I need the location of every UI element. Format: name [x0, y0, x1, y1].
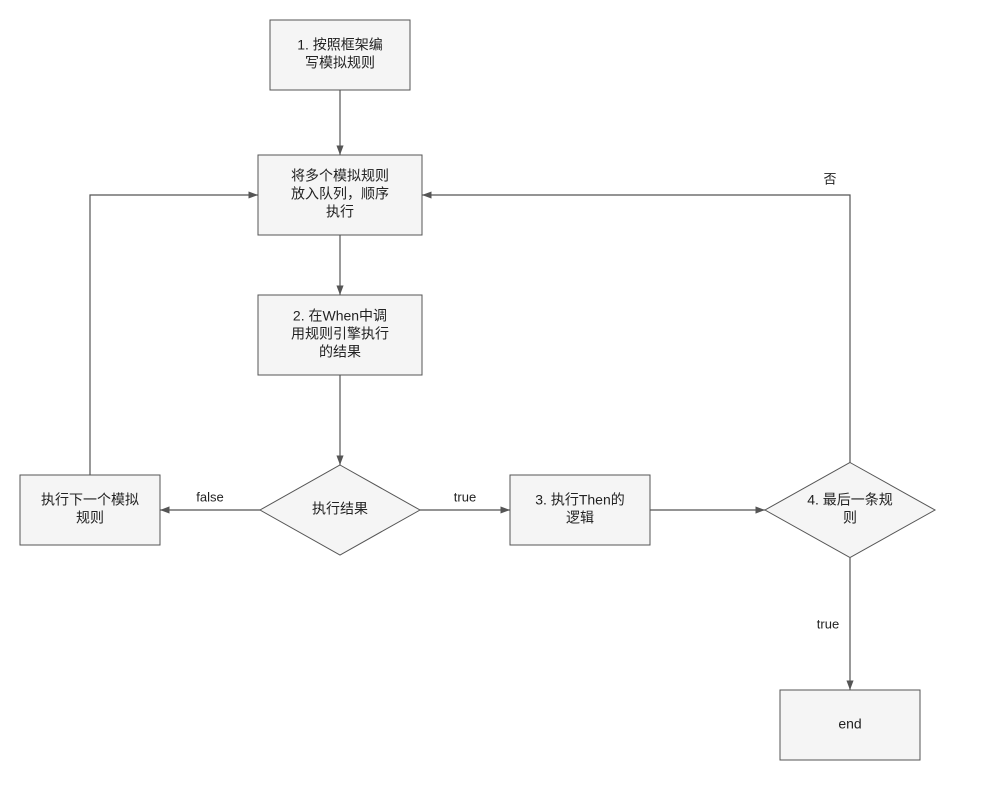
node-label: 2. 在When中调: [293, 308, 387, 324]
node-n4: 执行下一个模拟规则: [20, 475, 160, 545]
node-n5: 3. 执行Then的逻辑: [510, 475, 650, 545]
edge-label: 否: [823, 171, 836, 186]
node-label: 执行下一个模拟: [41, 492, 139, 508]
edge: [90, 195, 258, 475]
edge-label: true: [817, 616, 839, 631]
node-label: 则: [843, 510, 857, 526]
node-label: 3. 执行Then的: [535, 492, 624, 508]
node-n1: 1. 按照框架编写模拟规则: [270, 20, 410, 90]
node-label: 执行结果: [312, 501, 368, 517]
node-label: 写模拟规则: [305, 55, 375, 71]
edge-label: false: [196, 489, 223, 504]
node-label: end: [838, 716, 861, 732]
edge-label: true: [454, 489, 476, 504]
edge: [422, 195, 850, 463]
node-label: 规则: [76, 510, 104, 526]
node-n2: 将多个模拟规则放入队列，顺序执行: [258, 155, 422, 235]
node-n3: 2. 在When中调用规则引擎执行的结果: [258, 295, 422, 375]
node-label: 的结果: [319, 344, 361, 360]
node-d1: 执行结果: [260, 465, 420, 555]
node-label: 4. 最后一条规: [807, 492, 893, 508]
node-label: 逻辑: [566, 510, 594, 526]
node-label: 1. 按照框架编: [297, 37, 383, 53]
node-label: 用规则引擎执行: [291, 326, 389, 342]
node-d2: 4. 最后一条规则: [765, 463, 935, 558]
node-label: 放入队列，顺序: [291, 186, 389, 202]
node-label: 将多个模拟规则: [291, 168, 389, 184]
flowchart-canvas: false true true 否 1. 按照框架编写模拟规则将多个模拟规则放入队列，顺…: [0, 0, 1000, 788]
node-n6: end: [780, 690, 920, 760]
node-label: 执行: [326, 204, 354, 220]
